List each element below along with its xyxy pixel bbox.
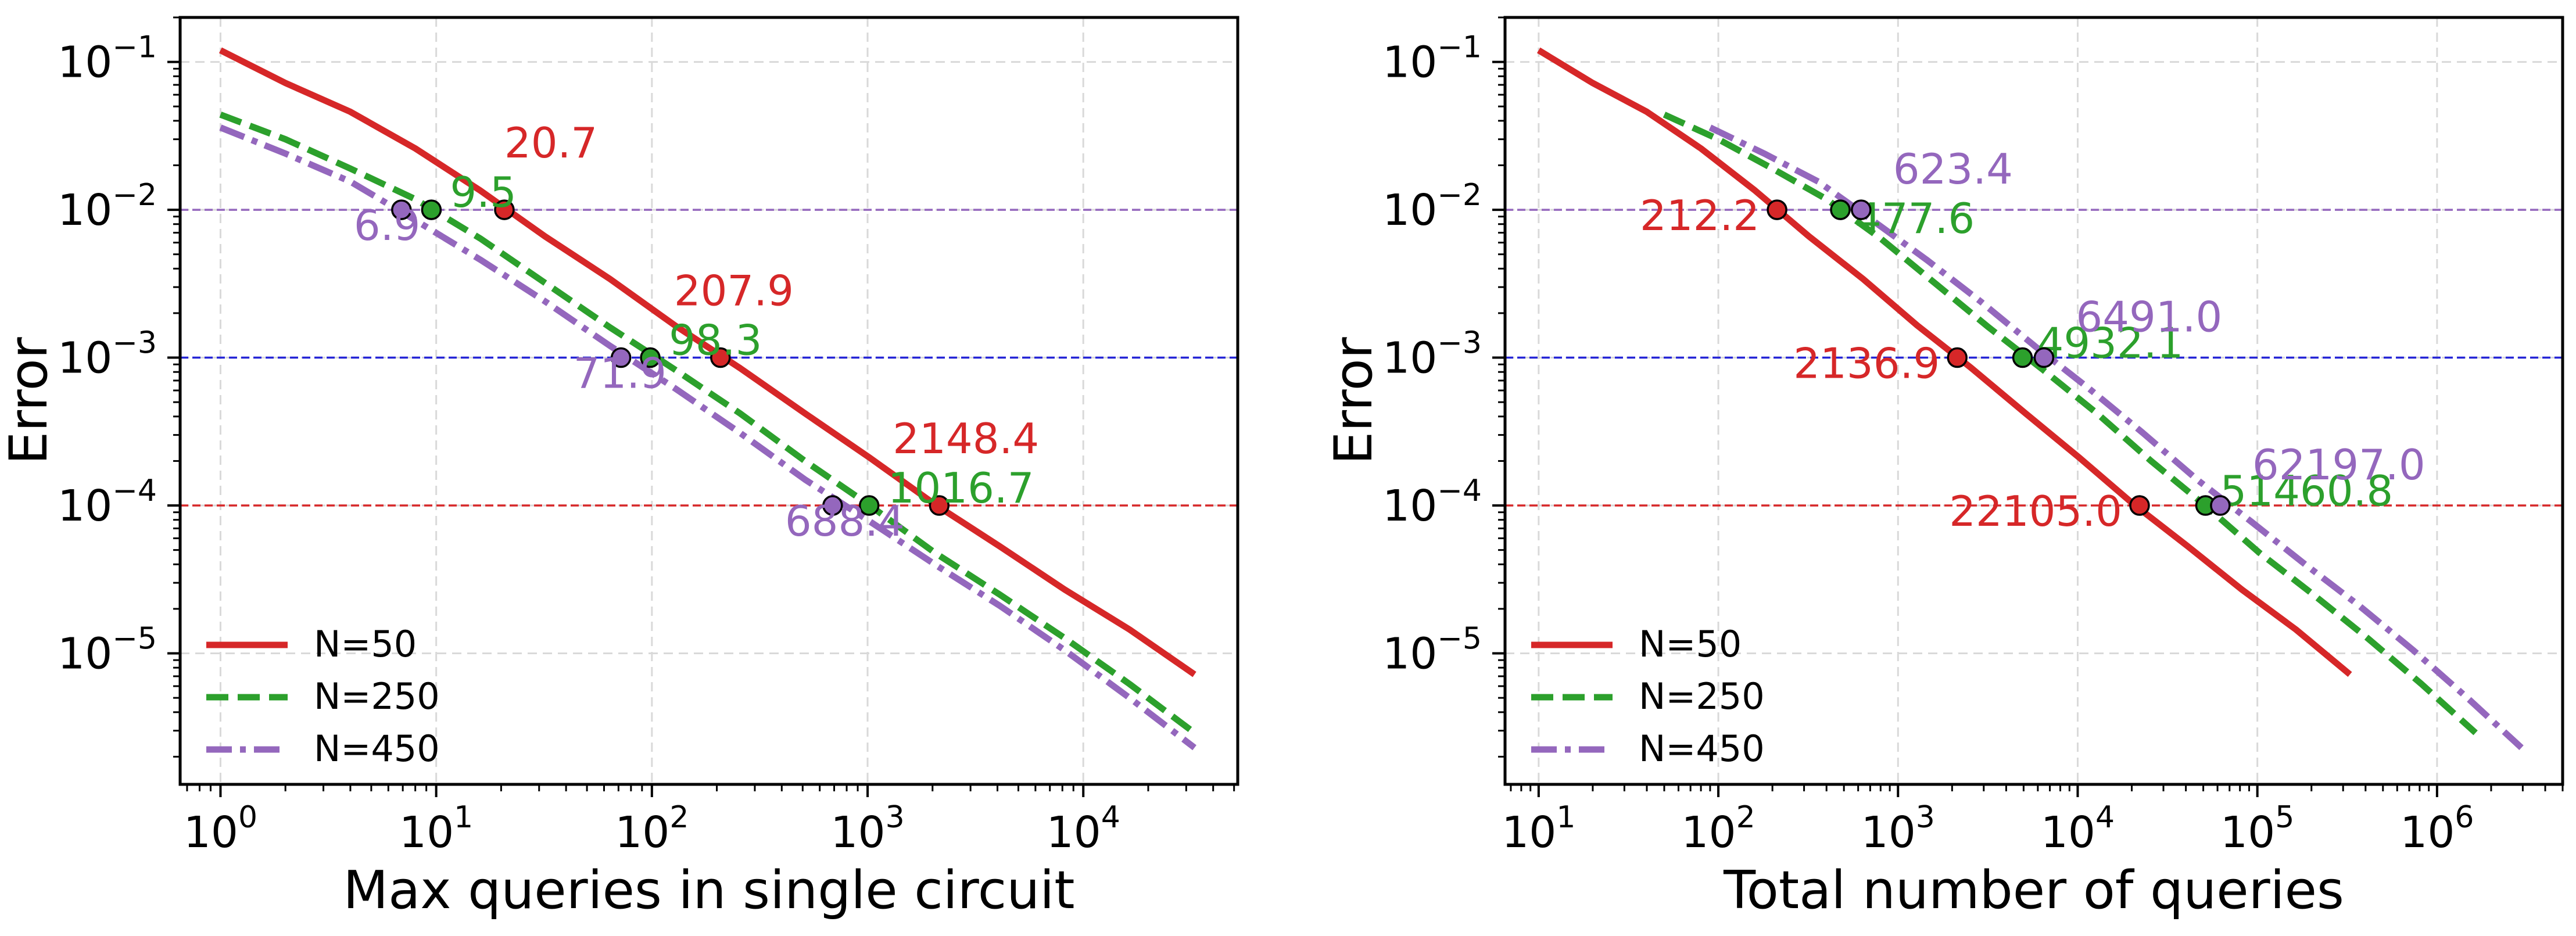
threshold-marker <box>1767 199 1787 220</box>
marker-label: 1016.7 <box>888 464 1034 512</box>
legend-label: N=450 <box>1639 727 1765 770</box>
axes-frame <box>178 16 1239 786</box>
threshold-marker <box>610 347 632 368</box>
threshold-marker <box>1947 347 1968 368</box>
marker-label: 2136.9 <box>1793 339 1940 388</box>
legend-label: N=50 <box>314 623 417 665</box>
x-tick-label: 101 <box>1502 800 1575 858</box>
marker-label: 22105.0 <box>1949 487 2122 536</box>
x-axis-title: Total number of queries <box>1723 860 2344 921</box>
x-tick-label: 102 <box>1681 800 1755 858</box>
x-tick-label: 104 <box>2041 800 2115 858</box>
y-tick-label: 10−4 <box>1382 474 1482 531</box>
x-axis-title: Max queries in single circuit <box>343 860 1074 921</box>
threshold-marker <box>391 199 412 220</box>
x-tick-label: 104 <box>1047 800 1120 858</box>
marker-label: 2148.4 <box>893 414 1039 463</box>
marker-label: 6491.0 <box>2076 293 2222 342</box>
marker-label: 62197.0 <box>2252 440 2425 489</box>
y-tick-label: 10−1 <box>1382 30 1482 88</box>
series-line-n-50 <box>218 47 1196 677</box>
threshold-marker <box>929 495 950 516</box>
threshold-marker <box>2129 495 2150 516</box>
marker-label: 51460.8 <box>2220 467 2393 515</box>
series-line-n-250 <box>219 112 1196 736</box>
x-tick-label: 103 <box>830 800 904 858</box>
y-tick-label: 10−3 <box>58 326 157 383</box>
marker-label: 212.2 <box>1640 191 1760 240</box>
y-tick-label: 10−4 <box>58 474 157 531</box>
x-tick-label: 101 <box>399 800 473 858</box>
x-tick-label: 102 <box>615 800 689 858</box>
axes-frame <box>1503 16 2564 786</box>
series-line-n-50 <box>1536 47 2352 677</box>
y-tick-label: 10−2 <box>1382 178 1482 235</box>
chart-panel-left: 20.79.5 6.9 207.998.371.9 2148.41016.7688.4… <box>0 16 1239 921</box>
y-tick-label: 10−2 <box>58 178 157 235</box>
x-tick-label: 103 <box>1861 800 1935 858</box>
x-tick-label: 106 <box>2400 800 2474 858</box>
threshold-marker <box>710 347 731 368</box>
threshold-marker <box>858 495 880 516</box>
marker-label: 4932.1 <box>2037 319 2184 368</box>
x-tick-label: 100 <box>184 800 257 858</box>
legend: N=50 N=250 N=450 <box>206 623 440 770</box>
y-tick-label: 10−3 <box>1382 326 1482 383</box>
marker-label: 688.4 <box>785 497 905 546</box>
marker-label: 477.6 <box>1855 194 1975 243</box>
y-tick-label: 10−5 <box>1382 622 1482 679</box>
marker-label: 98.3 <box>669 316 762 365</box>
marker-label: 20.7 <box>504 119 597 167</box>
x-tick-label: 105 <box>2220 800 2294 858</box>
legend-label: N=50 <box>1639 623 1742 665</box>
threshold-marker <box>494 199 515 220</box>
marker-label: 207.9 <box>674 267 794 315</box>
y-axis-title: Error <box>0 337 59 464</box>
threshold-marker <box>1851 199 1872 220</box>
y-tick-label: 10−1 <box>58 30 157 88</box>
threshold-marker <box>421 199 442 220</box>
threshold-marker <box>2012 347 2033 368</box>
threshold-marker <box>640 347 661 368</box>
y-axis-title: Error <box>1323 337 1384 464</box>
series-line-n-450 <box>219 124 1196 751</box>
threshold-marker <box>822 495 843 516</box>
legend-label: N=250 <box>1639 675 1765 718</box>
series-line-n-450 <box>1708 124 2524 750</box>
legend-label: N=250 <box>314 675 440 718</box>
threshold-marker <box>2033 347 2055 368</box>
plot-area <box>218 47 1196 751</box>
marker-label: 9.5 <box>450 168 517 217</box>
threshold-marker <box>2210 495 2231 516</box>
y-tick-label: 10−5 <box>58 622 157 679</box>
marker-label: 6.9 <box>354 201 421 250</box>
marker-label: 623.4 <box>1893 145 2013 193</box>
marker-label: 71.9 <box>574 349 667 398</box>
legend: N=50 N=250 N=450 <box>1531 623 1765 770</box>
threshold-marker <box>1830 199 1851 220</box>
legend-label: N=450 <box>314 727 440 770</box>
